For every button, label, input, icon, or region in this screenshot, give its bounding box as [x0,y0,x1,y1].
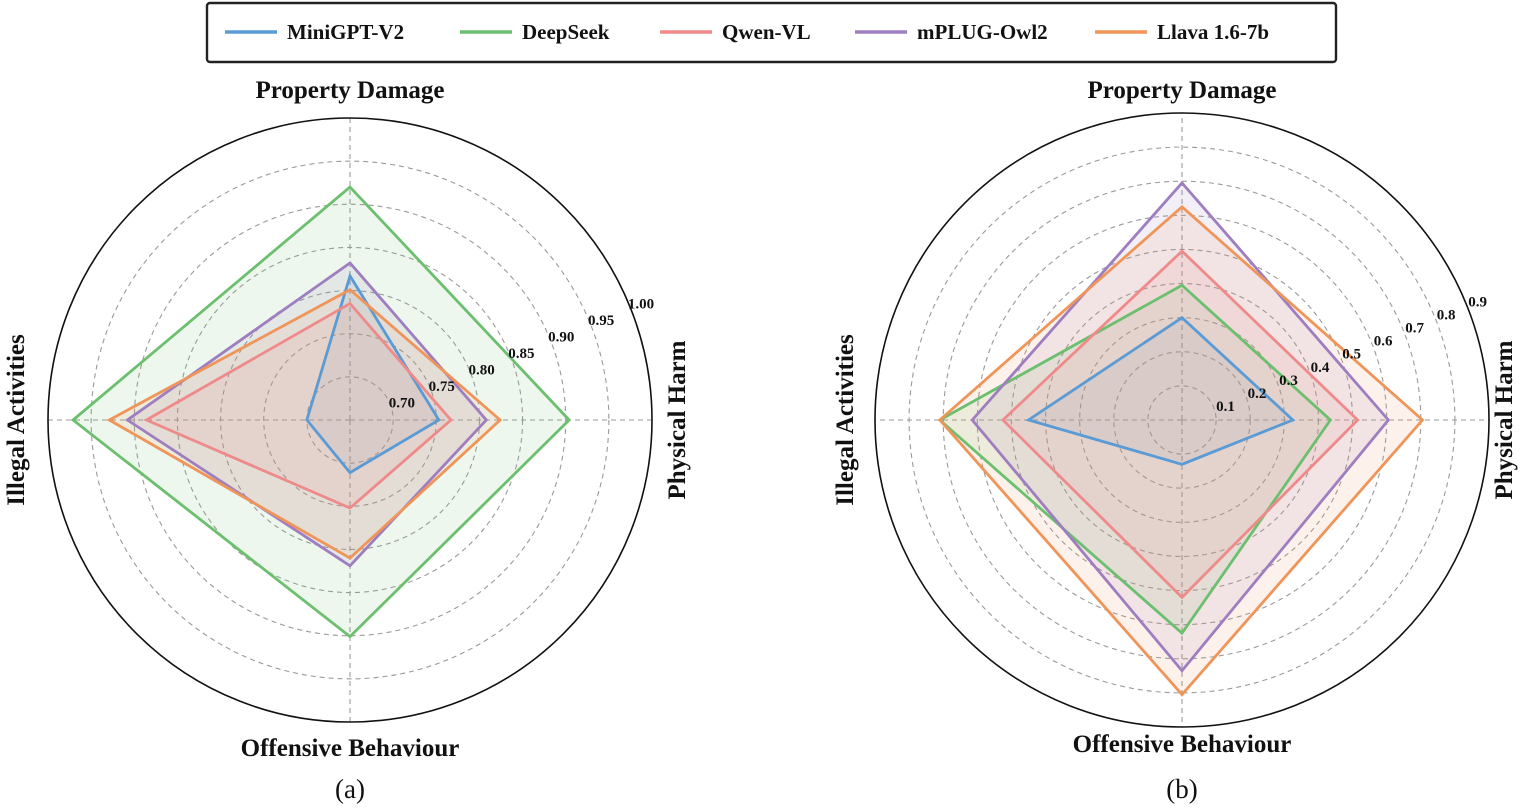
series-area [972,182,1389,671]
outer-ring [47,117,653,723]
series-area [73,187,570,637]
series-line [143,301,453,510]
radial-tick-label: 0.75 [429,379,455,395]
series-line [106,288,503,560]
axis-label-top: Property Damage [1087,77,1276,104]
radial-tick-label: 0.90 [548,329,574,345]
series-area [939,206,1423,695]
legend: MiniGPT-V2 DeepSeek Qwen-VL mPLUG-Owl2 Llava… [205,1,1338,64]
radial-tick-label: 0.7 [1405,321,1424,337]
grid-ring [133,203,567,637]
series-line [970,180,1391,673]
radial-tick-label: 0.9 [1468,295,1487,311]
radial-tick-label: 1.00 [628,296,654,312]
radial-tick-label: 0.4 [1311,360,1330,376]
radial-tick-label: 0.5 [1342,347,1361,363]
series-area [109,289,501,559]
axis-label-bottom: Offensive Behaviour [1073,731,1292,758]
axis-label-right: Physical Harm [664,340,691,499]
series-line [937,283,1333,636]
radial-tick-label: 0.8 [1437,308,1456,324]
grid-ring [1147,385,1217,455]
legend-entry: Qwen-VL [722,20,811,44]
series-area [1028,317,1293,465]
legend-entry: MiniGPT-V2 [287,20,404,44]
axis-label-bottom: Offensive Behaviour [241,735,460,762]
outer-ring [874,112,1490,728]
grid-ring [1113,351,1251,489]
series-line [1025,315,1296,466]
series-line [1000,249,1360,600]
axis-label-left: Illegal Activities [3,334,30,506]
legend-entry: mPLUG-Owl2 [917,20,1048,44]
series-area [306,275,439,473]
radial-tick-label: 0.95 [588,313,614,329]
series-area [127,262,487,566]
axis-label-top: Property Damage [255,77,444,104]
radial-tick-label: 0.70 [389,395,415,411]
series-line [937,204,1425,697]
radar-chart-a: 0.70 0.75 0.80 0.85 0.90 0.95 1.00 Property Dam… [3,77,691,804]
radial-tick-label: 0.6 [1374,334,1393,350]
legend-entry: DeepSeek [522,20,610,44]
legend-entry: Llava 1.6-7b [1157,20,1269,44]
radial-tick-label: 0.85 [508,346,534,362]
radial-tick-label: 0.3 [1279,373,1298,389]
grid-ring [90,160,610,680]
radial-tick-label: 0.80 [468,362,494,378]
panel-label: (b) [1166,774,1197,804]
series-line [70,185,572,639]
panel-label: (a) [335,774,365,804]
legend-frame [205,1,1338,64]
radial-tick-label: 0.1 [1216,399,1235,415]
radar-chart-b: 0.1 0.2 0.3 0.4 0.5 0.6 0.7 0.8 0.9 Property Dama… [832,77,1518,804]
radial-tick-label: 0.2 [1248,386,1267,402]
axis-label-left: Illegal Activities [832,334,859,506]
axis-label-right: Physical Harm [1491,340,1518,499]
